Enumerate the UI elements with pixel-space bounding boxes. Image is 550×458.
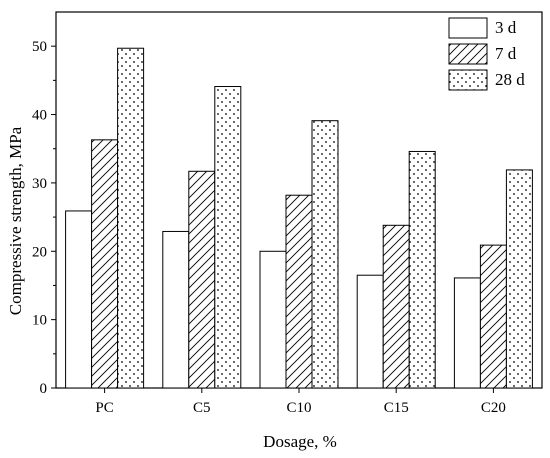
legend-swatch-3d [448, 17, 488, 39]
legend-swatch-28d [448, 69, 488, 91]
legend: 3 d 7 d 28 d [448, 17, 525, 91]
bar-28d-C5 [214, 86, 242, 389]
legend-label-3d: 3 d [495, 18, 517, 37]
bar-28d-C10 [311, 120, 339, 389]
bar-7d-PC [91, 139, 119, 389]
x-tick-label: C20 [481, 400, 506, 416]
bar-28d-C20 [505, 169, 533, 389]
legend-label-28d: 28 d [495, 70, 525, 89]
y-axis-title: Compressive strength, MPa [6, 126, 25, 315]
x-axis-title: Dosage, % [263, 432, 337, 451]
y-tick-label: 40 [32, 108, 47, 124]
bar-28d-C15 [408, 150, 436, 389]
bar-3d-C15 [356, 274, 384, 389]
bar-7d-C5 [188, 170, 216, 389]
x-tick-label: PC [95, 400, 113, 416]
bar-28d-PC [117, 47, 145, 389]
x-tick-label: C5 [193, 400, 211, 416]
bar-3d-C5 [162, 230, 190, 389]
y-tick-label: 20 [32, 244, 47, 260]
bar-3d-PC [65, 210, 93, 389]
bars-layer [65, 47, 533, 389]
x-tick-label: C10 [286, 400, 311, 416]
y-tick-label: 30 [32, 176, 47, 192]
bar-7d-C10 [285, 194, 313, 389]
x-tick-label: C15 [384, 400, 409, 416]
bar-7d-C15 [382, 224, 410, 389]
y-tick-label: 0 [40, 381, 48, 397]
legend-swatch-7d [448, 43, 488, 65]
y-tick-label: 50 [32, 39, 47, 55]
bar-3d-C20 [453, 277, 481, 389]
axes-layer: PC C5 C10 C15 C20 0 10 20 30 40 50 [32, 39, 506, 416]
bar-7d-C20 [479, 244, 507, 389]
bar-3d-C10 [259, 250, 287, 389]
legend-label-7d: 7 d [495, 44, 517, 63]
y-tick-label: 10 [32, 313, 47, 329]
